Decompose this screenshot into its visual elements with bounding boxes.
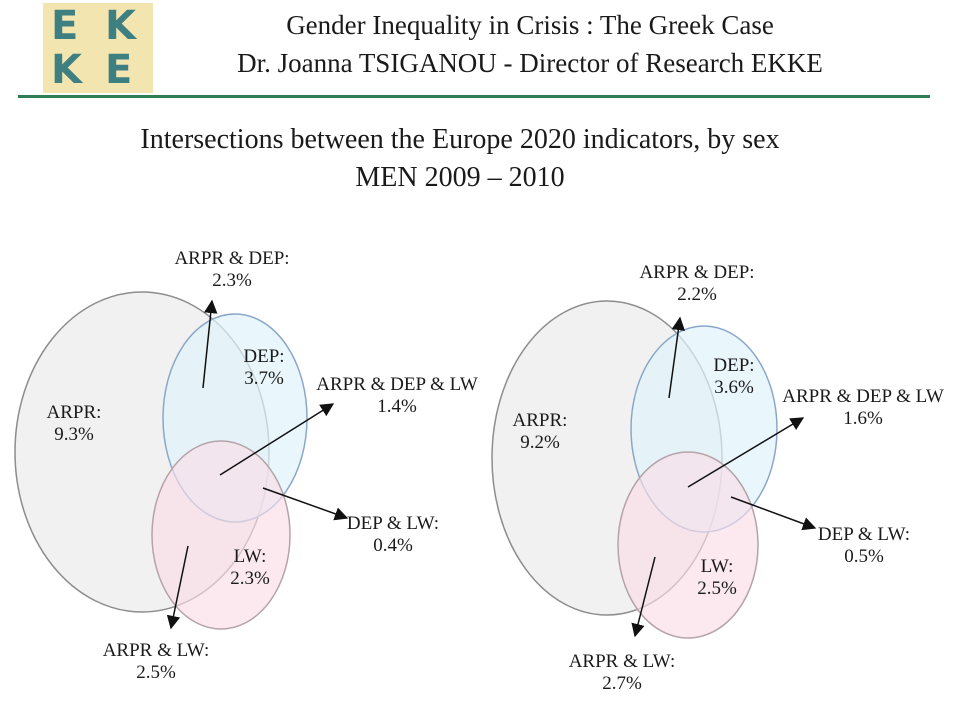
- label-value: 9.2%: [520, 432, 560, 453]
- label-name: ARPR & DEP:: [639, 262, 755, 283]
- logo-letter: K: [51, 47, 82, 93]
- label-value: 2.5%: [697, 578, 737, 599]
- arrow-arpr-dep-lw: [219, 403, 335, 476]
- label-value: 1.4%: [377, 396, 417, 417]
- arpr-dep-label: ARPR & DEP: 2.3%: [174, 248, 289, 292]
- slide-subtitle: MEN 2009 – 2010: [355, 162, 565, 193]
- dep-lw-label: DEP & LW: 0.4%: [347, 513, 439, 557]
- arrow-dep-lw: [262, 487, 349, 521]
- label-value: 1.6%: [843, 408, 883, 429]
- label-name: DEP:: [713, 355, 755, 376]
- arpr-dep-label: ARPR & DEP: 2.2%: [639, 262, 754, 306]
- label-name: DEP:: [243, 346, 285, 367]
- label-value: 3.6%: [714, 377, 754, 398]
- venn-diagram-left: [14, 291, 349, 630]
- arrow-arpr-dep: [668, 316, 686, 399]
- arpr-label: ARPR: 9.3%: [47, 402, 102, 446]
- label-value: 2.5%: [136, 662, 176, 683]
- label-name: LW:: [233, 546, 267, 567]
- lw-label: LW: 2.3%: [230, 546, 270, 590]
- venn-diagram-right: [491, 300, 817, 639]
- arpr-lw-label: ARPR & LW: 2.7%: [569, 651, 676, 695]
- arrow-arpr-lw: [631, 556, 656, 638]
- label-value: 2.2%: [677, 284, 717, 305]
- label-value: 0.5%: [844, 546, 884, 567]
- dep-label: DEP: 3.6%: [713, 355, 754, 399]
- arpr-dep-lw-label: ARPR & DEP & LW 1.4%: [316, 374, 478, 418]
- arrow-arpr-lw: [166, 545, 189, 630]
- label-name: ARPR:: [512, 410, 568, 431]
- arpr-label: ARPR: 9.2%: [513, 410, 568, 454]
- arrow-arpr-dep-lw: [687, 417, 805, 488]
- label-name: ARPR & LW:: [568, 651, 676, 672]
- arpr-dep-lw-label: ARPR & DEP & LW 1.6%: [782, 386, 944, 430]
- lw-circle: [151, 440, 291, 630]
- logo-letter: K: [105, 3, 136, 49]
- dep-label: DEP: 3.7%: [243, 346, 284, 390]
- logo-letter: E: [105, 47, 133, 93]
- label-value: 2.3%: [212, 270, 252, 291]
- label-value: 3.7%: [244, 368, 284, 389]
- label-name: ARPR & DEP & LW: [782, 386, 944, 407]
- arrow-arpr-dep: [202, 299, 218, 389]
- label-name: ARPR & DEP & LW: [316, 374, 478, 395]
- label-value: 0.4%: [373, 535, 413, 556]
- label-name: ARPR & LW:: [102, 640, 210, 661]
- slide-title: Intersections between the Europe 2020 in…: [140, 124, 780, 155]
- label-value: 2.3%: [230, 568, 270, 589]
- header-divider: [18, 95, 930, 98]
- logo-letter: E: [51, 3, 79, 49]
- label-name: ARPR:: [46, 402, 102, 423]
- ekke-logo: E K K E: [43, 3, 153, 93]
- arpr-lw-label: ARPR & LW: 2.5%: [103, 640, 210, 684]
- label-value: 2.7%: [602, 673, 642, 694]
- label-value: 9.3%: [54, 424, 94, 445]
- lw-circle: [617, 451, 759, 639]
- lw-label: LW: 2.5%: [697, 556, 737, 600]
- dep-lw-label: DEP & LW: 0.5%: [818, 524, 910, 568]
- label-name: LW:: [700, 556, 734, 577]
- label-name: DEP & LW:: [346, 513, 440, 534]
- arrow-dep-lw: [730, 496, 817, 531]
- header-title: Gender Inequality in Crisis : The Greek …: [286, 10, 774, 40]
- header-author: Dr. Joanna TSIGANOU - Director of Resear…: [237, 48, 823, 78]
- label-name: ARPR & DEP:: [174, 248, 290, 269]
- label-name: DEP & LW:: [817, 524, 911, 545]
